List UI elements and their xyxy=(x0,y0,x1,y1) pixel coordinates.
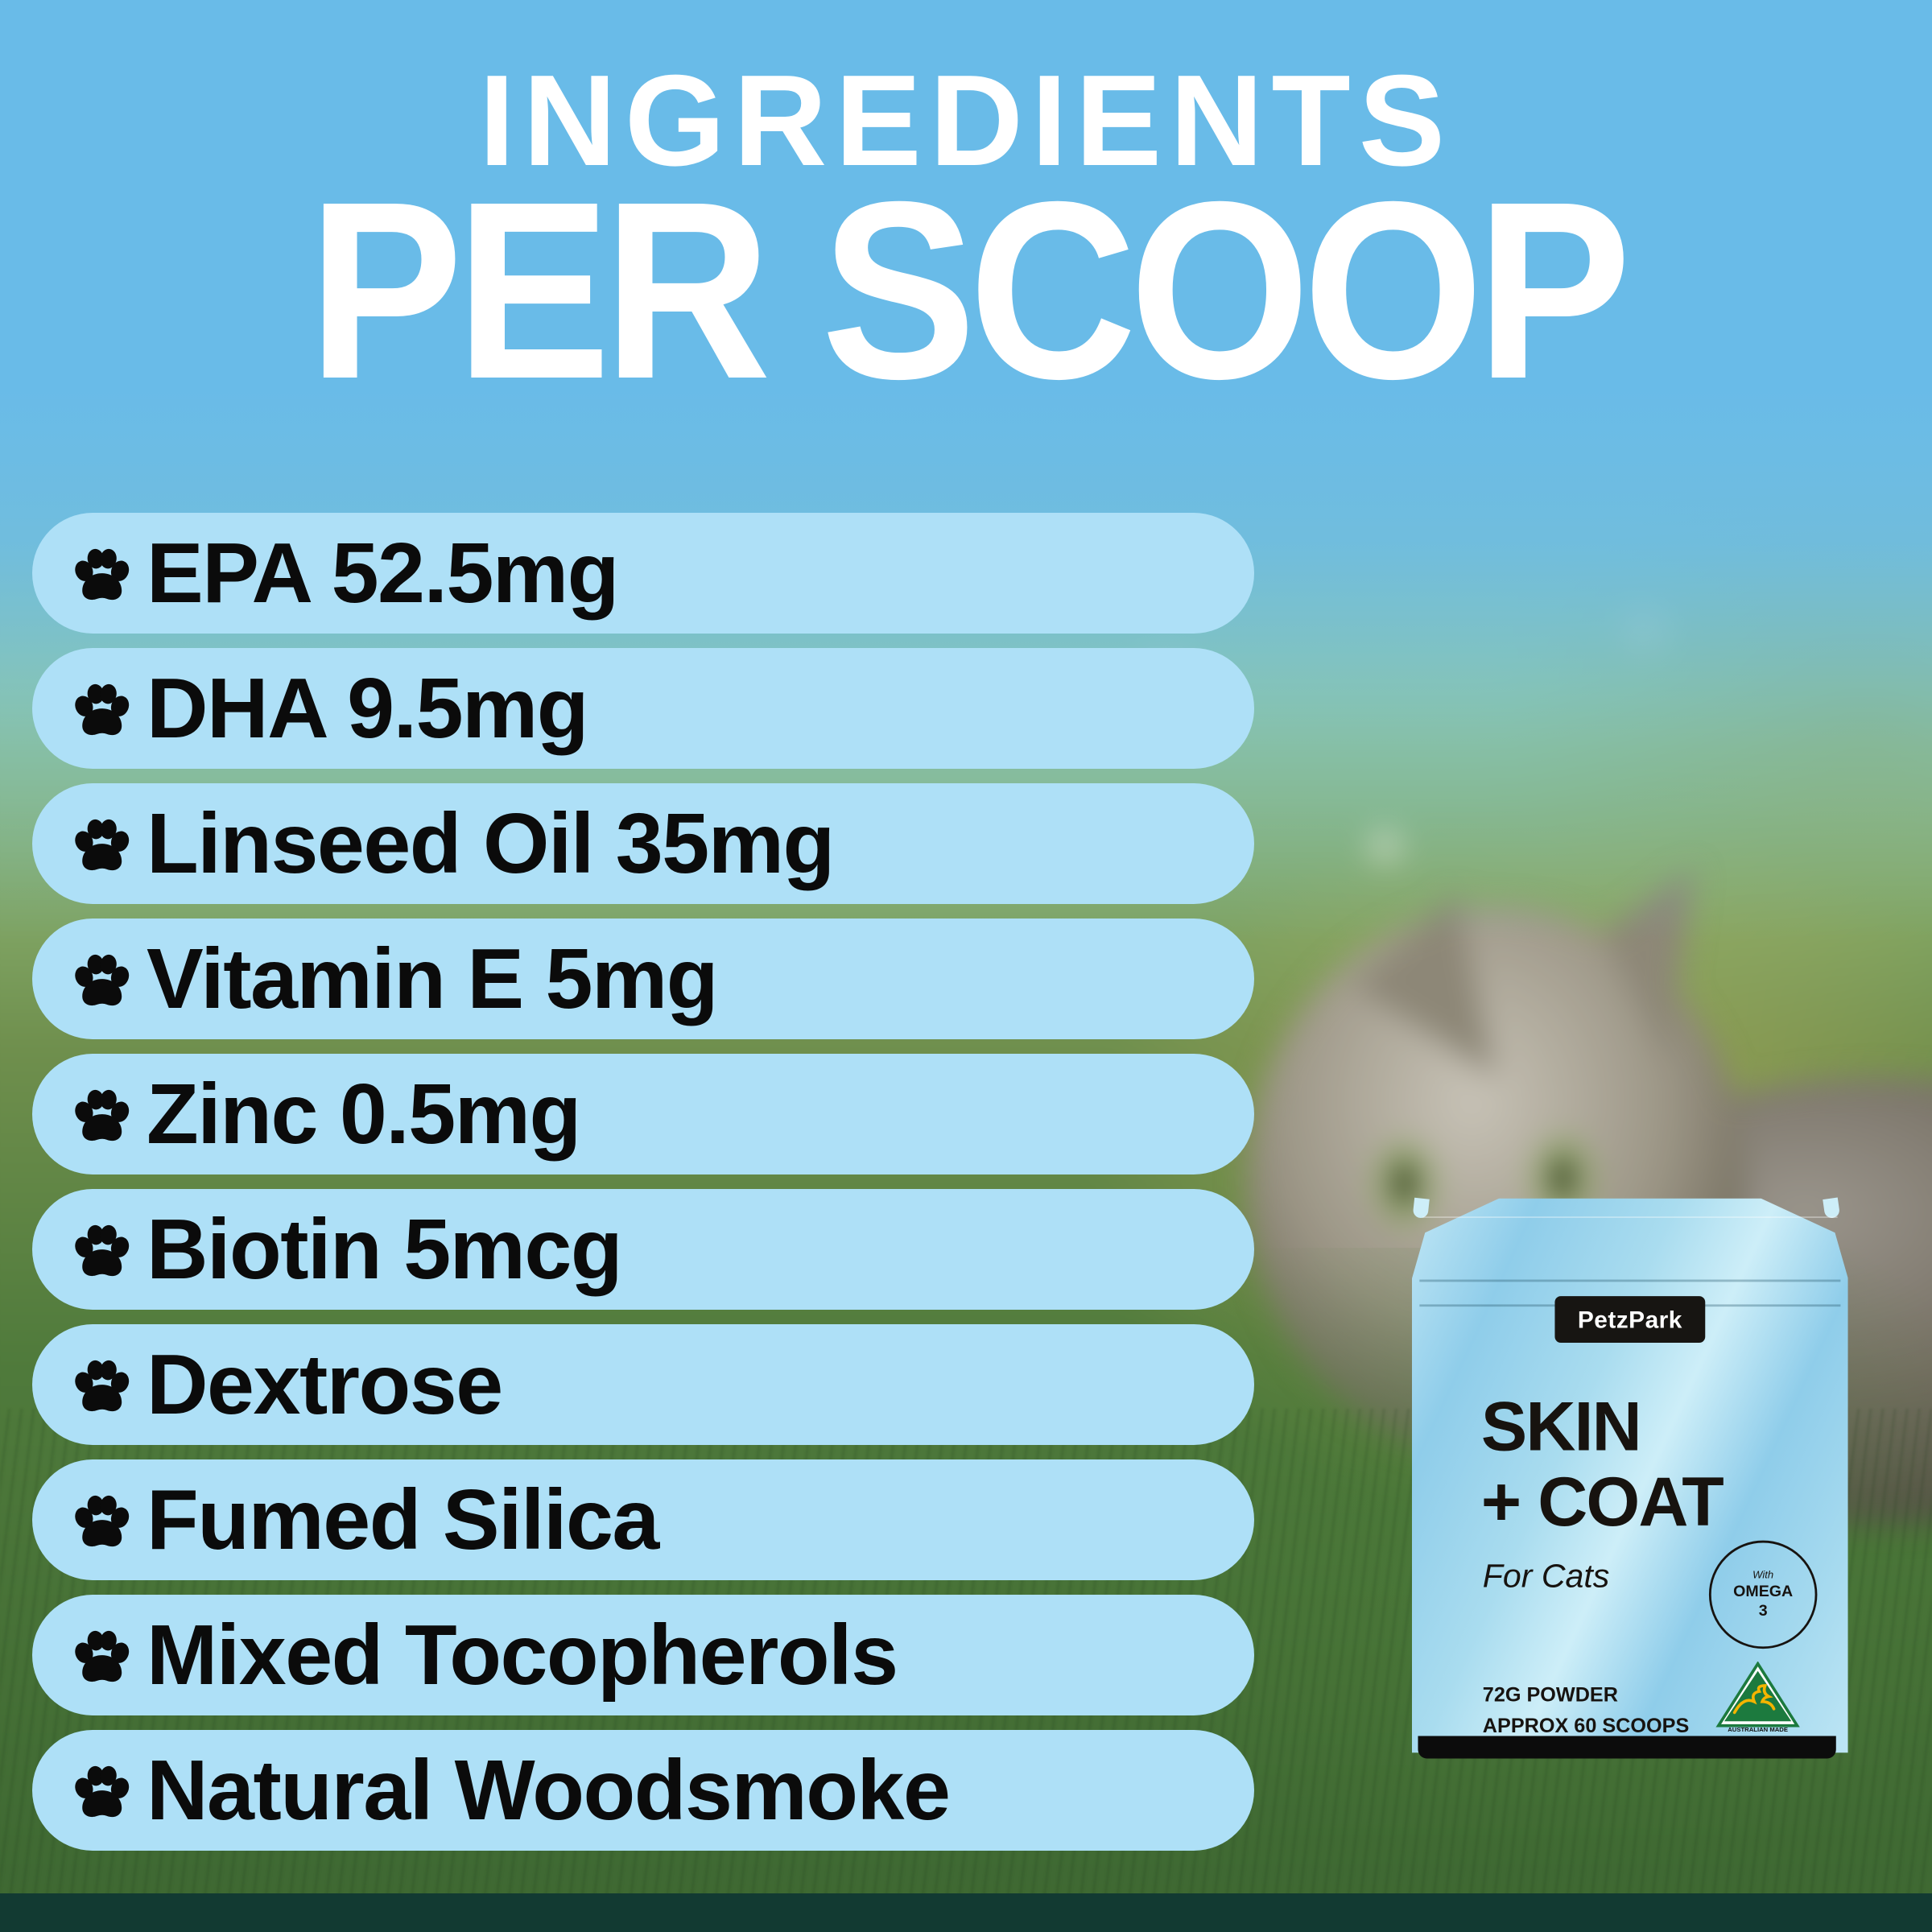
svg-text:AUSTRALIAN MADE: AUSTRALIAN MADE xyxy=(1728,1726,1788,1733)
